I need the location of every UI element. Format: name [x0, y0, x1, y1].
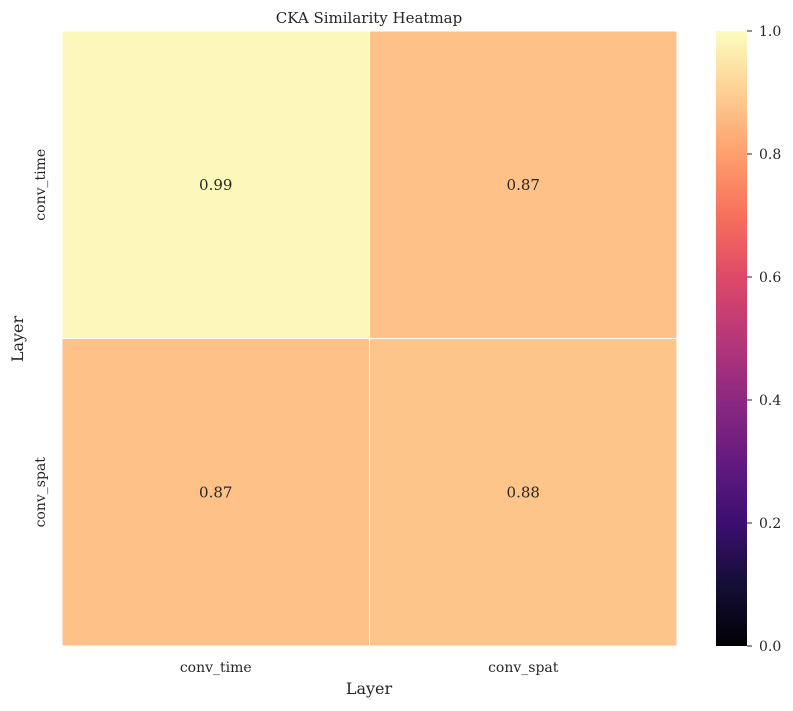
x-tick-label: conv_time [180, 660, 252, 676]
colorbar-tick-label: 0.2 [759, 516, 781, 532]
colorbar: 0.0 0.2 0.4 0.6 0.8 1.0 [716, 24, 781, 655]
x-tick-label: conv_spat [488, 660, 559, 676]
y-tick-label: conv_time [33, 149, 49, 221]
colorbar-tick-label: 0.4 [759, 393, 781, 409]
heatmap-cell [369, 338, 678, 647]
colorbar-gradient [716, 31, 747, 646]
colorbar-tick-label: 0.0 [759, 639, 781, 655]
heatmap-cell [61, 338, 370, 647]
heatmap-cell-label: 0.88 [507, 483, 540, 501]
y-axis-label: Layer [8, 315, 27, 362]
x-axis-label: Layer [346, 679, 393, 698]
heatmap-cell [61, 30, 370, 339]
y-tick-label: conv_spat [33, 457, 49, 528]
colorbar-tick-label: 0.8 [759, 147, 781, 163]
x-axis-tick-labels: conv_time conv_spat [180, 660, 559, 676]
heatmap-cell-label: 0.87 [507, 176, 540, 194]
y-axis-tick-labels: conv_time conv_spat [33, 149, 49, 528]
heatmap-cells [61, 30, 678, 647]
heatmap-cell-label: 0.99 [199, 176, 232, 194]
chart-title: CKA Similarity Heatmap [276, 9, 462, 27]
colorbar-tick-label: 0.6 [759, 270, 781, 286]
heatmap-cell-label: 0.87 [199, 483, 232, 501]
colorbar-tick-label: 1.0 [759, 24, 781, 40]
heatmap-cell-labels: 0.99 0.87 0.87 0.88 [199, 176, 540, 502]
heatmap-cell [369, 30, 678, 339]
